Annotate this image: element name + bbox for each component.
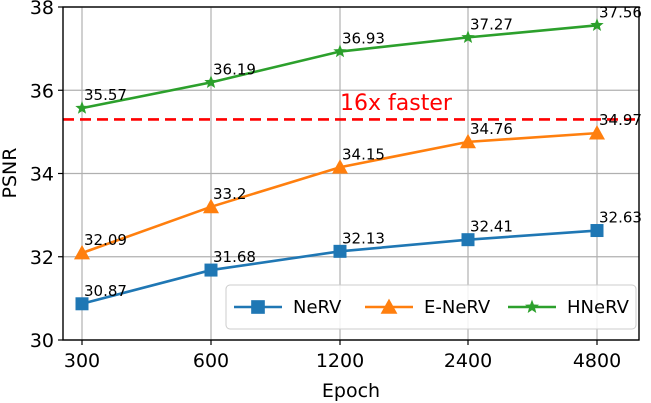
legend-marker-hnerv [525,299,539,313]
data-label-nerv-600: 31.68 [213,248,256,266]
data-label-e-nerv-1200: 34.15 [342,145,385,163]
x-tick-label-1200: 1200 [316,350,364,372]
y-tick-label-34: 34 [30,164,54,186]
data-label-hnerv-4800: 37.56 [599,3,642,21]
y-axis-label: PSNR [0,148,21,199]
legend-label-e-nerv: E-NeRV [424,297,491,318]
point-hnerv-2400 [461,30,475,44]
point-e-nerv-300 [74,245,90,260]
legend-label-nerv: NeRV [293,297,342,318]
data-label-e-nerv-600: 33.2 [213,185,246,203]
data-label-nerv-1200: 32.13 [342,229,385,247]
annotation-16x-faster: 16x faster [340,91,453,116]
y-tick-label-38: 38 [30,0,54,19]
point-hnerv-300 [75,101,89,114]
data-label-nerv-2400: 32.41 [470,218,513,236]
point-nerv-600 [204,263,218,277]
legend-marker-nerv [251,300,265,314]
legend-marker-e-nerv [380,298,398,314]
data-label-hnerv-2400: 37.27 [470,15,513,33]
point-nerv-4800 [590,224,604,238]
legend-label-hnerv: HNeRV [567,297,630,318]
data-label-hnerv-600: 36.19 [213,60,256,78]
point-e-nerv-2400 [460,133,476,149]
data-label-e-nerv-4800: 34.97 [599,111,642,129]
point-hnerv-1200 [333,44,347,58]
x-axis-label: Epoch [322,380,380,402]
point-nerv-300 [75,297,89,311]
y-tick-label-32: 32 [30,247,54,269]
point-e-nerv-4800 [589,125,605,140]
x-tick-label-4800: 4800 [573,350,621,372]
data-label-e-nerv-300: 32.09 [84,231,127,249]
point-hnerv-600 [204,75,218,88]
point-e-nerv-1200 [332,159,348,174]
data-label-nerv-4800: 32.63 [599,209,642,227]
point-hnerv-4800 [590,18,604,31]
data-label-e-nerv-2400: 34.76 [470,120,513,138]
data-label-nerv-300: 30.87 [84,282,127,300]
series-group [74,18,605,311]
point-nerv-1200 [333,244,347,258]
x-tick-label-2400: 2400 [444,350,492,372]
x-tick-label-300: 300 [64,350,100,372]
data-labels: 30.87 31.68 32.13 32.41 32.63 32.09 33.2 34.15 3… [84,3,642,299]
legend-box [225,284,637,330]
point-e-nerv-600 [203,198,219,214]
data-label-hnerv-300: 35.57 [84,86,127,104]
data-label-hnerv-1200: 36.93 [342,30,385,48]
y-tick-label-36: 36 [30,80,54,102]
axis-ticks: 300 600 1200 2400 4800 30 32 34 36 38 [30,0,621,372]
x-tick-label-600: 600 [193,350,229,372]
y-tick-label-30: 30 [30,330,54,352]
point-nerv-2400 [461,233,475,247]
legend: NeRV E-NeRV HNeRV [225,284,637,330]
